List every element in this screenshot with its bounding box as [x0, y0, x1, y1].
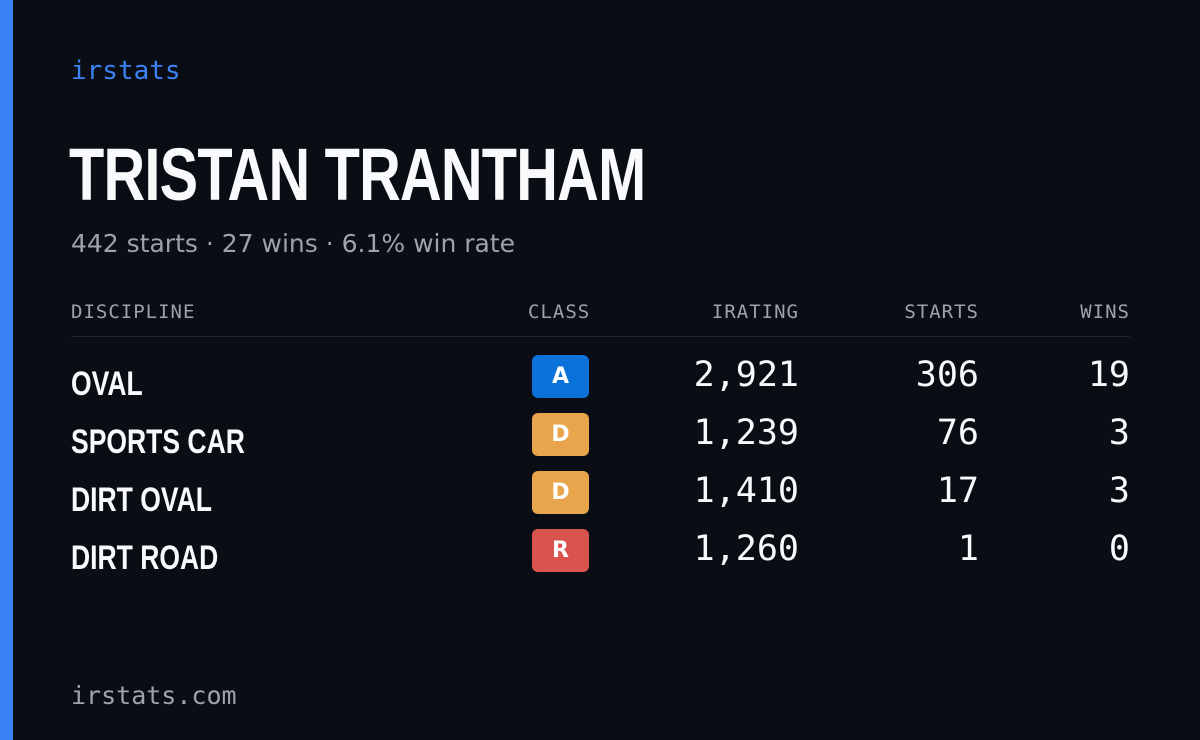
- class-badge: D: [532, 471, 589, 514]
- header-class: CLASS: [528, 301, 591, 323]
- driver-summary: 442 starts · 27 wins · 6.1% win rate: [71, 229, 516, 258]
- irating-value: 1,410: [693, 471, 799, 511]
- accent-bar: [0, 0, 13, 740]
- starts-value: 76: [936, 413, 979, 453]
- header-starts: STARTS: [904, 301, 979, 323]
- class-badge: R: [532, 529, 589, 572]
- starts-value: 1: [957, 529, 979, 569]
- discipline-name: DIRT ROAD: [71, 539, 219, 577]
- wins-value: 3: [1108, 413, 1130, 453]
- starts-value: 17: [936, 471, 979, 511]
- discipline-name: SPORTS CAR: [71, 423, 245, 461]
- driver-name: TRISTAN TRANTHAM: [69, 133, 646, 216]
- irating-value: 1,239: [693, 413, 799, 453]
- irating-value: 1,260: [693, 529, 799, 569]
- header-irating: IRATING: [711, 301, 799, 323]
- class-badge: A: [532, 355, 589, 398]
- table-row: OVAL A 2,921 306 19: [71, 351, 1130, 409]
- irating-value: 2,921: [693, 355, 799, 395]
- stats-table: DISCIPLINE CLASS IRATING STARTS WINS OVA…: [71, 298, 1130, 583]
- table-row: DIRT ROAD R 1,260 1 0: [71, 525, 1130, 583]
- brand-logo[interactable]: irstats: [71, 56, 181, 86]
- table-row: SPORTS CAR D 1,239 76 3: [71, 409, 1130, 467]
- footer-url[interactable]: irstats.com: [71, 681, 237, 710]
- table-row: DIRT OVAL D 1,410 17 3: [71, 467, 1130, 525]
- discipline-name: OVAL: [71, 365, 143, 403]
- table-header: DISCIPLINE CLASS IRATING STARTS WINS: [71, 298, 1130, 337]
- wins-value: 3: [1108, 471, 1130, 511]
- starts-value: 306: [915, 355, 979, 395]
- discipline-name: DIRT OVAL: [71, 481, 212, 519]
- wins-value: 19: [1087, 355, 1130, 395]
- table-body: OVAL A 2,921 306 19 SPORTS CAR D 1,239 7…: [71, 337, 1130, 583]
- class-badge: D: [532, 413, 589, 456]
- header-discipline: DISCIPLINE: [71, 301, 196, 323]
- header-wins: WINS: [1080, 301, 1130, 323]
- wins-value: 0: [1108, 529, 1130, 569]
